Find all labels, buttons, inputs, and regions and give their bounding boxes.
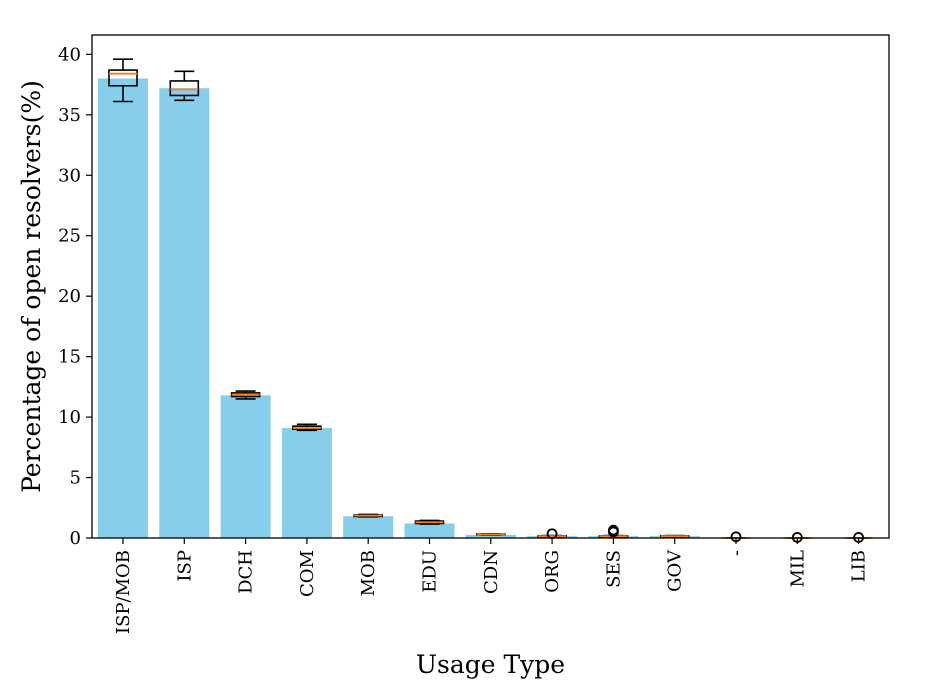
y-axis-title: Percentage of open resolvers(%) <box>17 80 46 493</box>
y-tick-label: 20 <box>58 286 81 307</box>
boxplot-org <box>537 528 567 540</box>
y-axis: 0 5 10 15 20 25 30 35 40 <box>58 44 92 549</box>
boxplot-dch <box>230 390 261 400</box>
x-tick-label-edu: EDU <box>420 550 441 593</box>
x-axis: ISP/MOB ISP DCH COM MOB EDU CDN ORG SES GOV - MIL LI… <box>113 538 870 634</box>
boxplot-cdn <box>475 532 506 536</box>
x-tick-label-dash: - <box>726 550 747 556</box>
y-tick-label: 35 <box>58 105 81 126</box>
plot-area-frame <box>91 34 890 539</box>
boxplot-ses <box>598 524 629 538</box>
x-tick-label-isp: ISP <box>174 550 195 582</box>
x-tick-label-isp-mob: ISP/MOB <box>113 550 134 634</box>
x-tick-label-gov: GOV <box>665 549 686 592</box>
bar-mob <box>343 516 394 538</box>
outlier-point <box>608 524 619 536</box>
x-tick-label-dch: DCH <box>236 550 257 594</box>
boxplot-isp-mob <box>108 58 138 103</box>
boxplot-edu <box>414 519 445 525</box>
y-tick-label: 5 <box>70 468 81 489</box>
boxplot-isp <box>169 70 200 102</box>
x-tick-label-cdn: CDN <box>481 550 502 594</box>
y-tick-label: 10 <box>58 407 81 428</box>
box-iqr <box>108 69 138 87</box>
bar-isp <box>159 88 210 539</box>
bar-cdn <box>465 534 516 538</box>
bar-edu <box>404 523 455 538</box>
x-axis-title: Usage Type <box>416 650 565 679</box>
y-tick-label: 0 <box>70 528 81 549</box>
y-tick-label: 40 <box>58 44 81 65</box>
boxplot-mob <box>353 513 384 518</box>
bar-dch <box>220 395 271 538</box>
y-tick-label: 25 <box>58 226 81 247</box>
x-tick-label-mob: MOB <box>358 550 379 596</box>
box-iqr <box>169 80 200 97</box>
bars-layer <box>98 78 700 539</box>
x-tick-label-ses: SES <box>603 550 624 588</box>
x-tick-label-org: ORG <box>542 550 563 593</box>
bar-isp-mob <box>98 78 148 539</box>
x-tick-label-mil: MIL <box>787 550 808 588</box>
x-tick-label-lib: LIB <box>849 550 870 582</box>
y-tick-label: 15 <box>58 347 81 368</box>
boxplot-gov <box>659 534 690 538</box>
y-tick-label: 30 <box>58 165 81 186</box>
x-tick-label-com: COM <box>297 550 318 597</box>
bar-com <box>281 427 332 538</box>
boxplot-com <box>292 423 322 432</box>
